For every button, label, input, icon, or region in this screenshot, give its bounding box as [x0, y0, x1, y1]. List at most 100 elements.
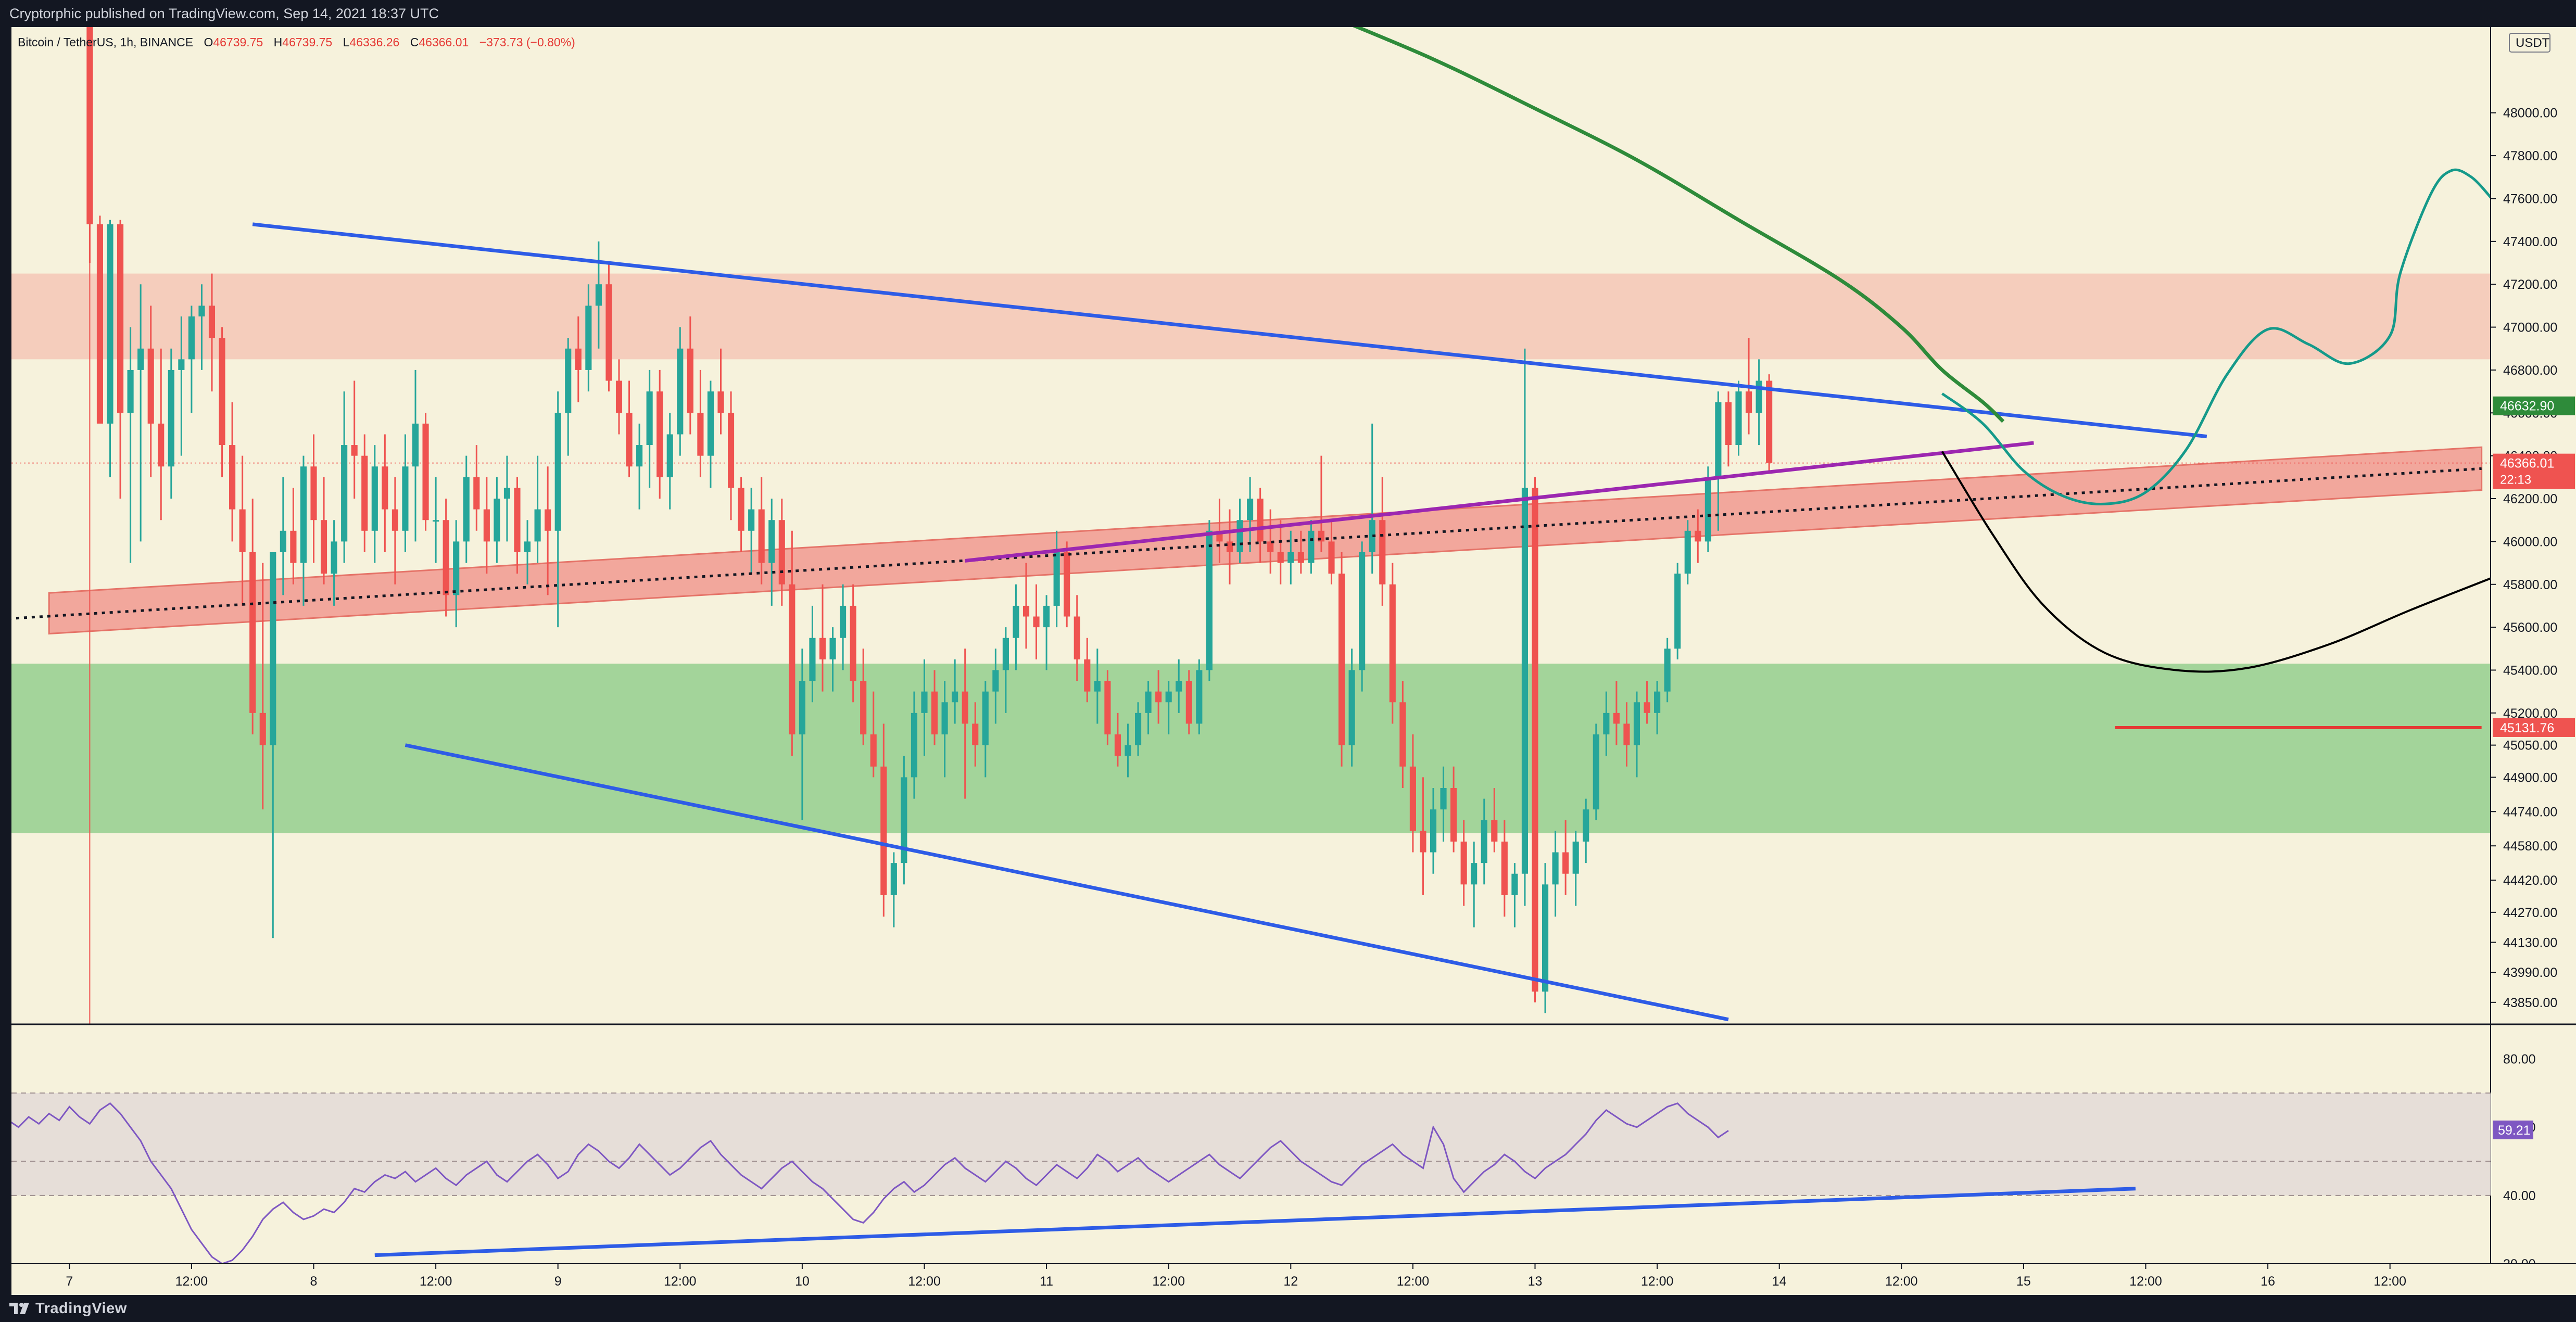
candle [280, 477, 286, 595]
candle [137, 284, 144, 542]
candle-body [1176, 681, 1182, 692]
candle-body [1481, 820, 1487, 863]
candle-body [259, 713, 266, 745]
candle-body [433, 520, 439, 522]
candle-body [453, 541, 460, 595]
candle [1532, 477, 1538, 1002]
candlestick-chart[interactable]: 43850.00 43990.00 44130.00 44270.00 44420.00… [8, 5, 2576, 1295]
time-tick-label: 8 [310, 1274, 318, 1289]
price-tick-label: 47600.00 [2503, 192, 2557, 206]
candle-body [1043, 605, 1050, 628]
candle [1074, 595, 1080, 681]
candle [901, 756, 907, 885]
candle [270, 552, 276, 938]
candle-body [1572, 841, 1579, 874]
candle-body [280, 530, 286, 552]
candle [1430, 787, 1437, 874]
tradingview-logo[interactable]: TradingView [8, 1300, 127, 1317]
price-tick-label: 43990.00 [2503, 965, 2557, 980]
candle [1501, 820, 1508, 917]
candle [554, 391, 561, 628]
candle [1389, 563, 1396, 724]
candle [1206, 520, 1213, 681]
candle-body [320, 520, 327, 574]
candle [727, 391, 735, 520]
candle-body [1633, 702, 1640, 745]
candle [1572, 831, 1579, 906]
candle [1247, 477, 1254, 552]
candle-body [178, 359, 185, 370]
candle-body [768, 520, 775, 563]
candle [992, 649, 999, 724]
candle [1165, 681, 1172, 735]
candle [605, 263, 612, 392]
candle [1022, 563, 1030, 649]
price-label-badge [2493, 396, 2575, 415]
candle-body [1715, 402, 1722, 477]
candle-body [545, 509, 551, 531]
candle [249, 499, 256, 735]
candle-body [1674, 574, 1681, 649]
candle [443, 499, 449, 617]
candle-body [707, 391, 714, 456]
candle-body [1022, 605, 1030, 617]
candle-body [1644, 702, 1650, 713]
candle [585, 284, 592, 392]
candle [1440, 766, 1447, 842]
candle-body [1206, 530, 1213, 670]
candle-body [1297, 552, 1304, 563]
candle [310, 434, 317, 563]
candle-body [1196, 670, 1203, 724]
candle [1420, 777, 1426, 895]
channel-band [48, 446, 2483, 635]
candle-body [412, 423, 419, 467]
low-label: L [343, 35, 350, 49]
candle-body [483, 509, 490, 542]
time-axis-layer: 7 12:00 8 12:00 9 12:00 10 12:00 11 12:00 12 12:00 1… [11, 1263, 2576, 1295]
candle [1033, 584, 1040, 659]
candle [168, 348, 174, 499]
candle-body [147, 348, 154, 424]
purple-trendline [965, 441, 2034, 563]
candle [1185, 670, 1192, 735]
candle-body [117, 224, 124, 413]
candle-body [1532, 488, 1538, 992]
candle [503, 455, 511, 542]
candle [870, 691, 877, 778]
candle [320, 477, 327, 584]
resistance-zone [11, 273, 2491, 360]
price-tick-label: 46200.00 [2503, 492, 2557, 506]
candle [890, 852, 897, 927]
candle [575, 316, 582, 402]
candle [86, 5, 93, 263]
price-axis-background [2491, 27, 2576, 1295]
candle [545, 466, 551, 595]
currency-badge [2509, 33, 2550, 53]
ohlc-legend: Bitcoin / TetherUS, 1h, BINANCE O46739.7… [18, 35, 575, 49]
candle-body [494, 499, 500, 542]
candle [1644, 681, 1650, 724]
candle [1735, 380, 1742, 456]
drawing-lines-layer [8, 15, 2493, 1022]
price-tick-label: 44900.00 [2503, 770, 2557, 785]
time-axis-background [11, 1264, 2576, 1295]
alternate-projection-path [1941, 451, 2492, 673]
candle-body [514, 488, 521, 552]
candle-body [1664, 649, 1671, 692]
price-label-text: 46366.01 [2500, 456, 2554, 471]
candle-body [473, 477, 480, 510]
rsi-tick-label: 40.00 [2503, 1189, 2536, 1203]
candle-body [860, 681, 867, 735]
candle-body [1114, 734, 1121, 756]
candle-body [443, 520, 449, 595]
candle-body [208, 306, 216, 338]
time-tick-label: 11 [1040, 1274, 1053, 1289]
candle-body [646, 391, 653, 446]
candle-body [86, 16, 93, 224]
candle [188, 306, 195, 413]
time-tick-label: 15 [2016, 1274, 2031, 1289]
candle [1491, 787, 1498, 853]
candle [127, 327, 134, 563]
rsi-line [8, 1102, 1729, 1265]
chart-frame[interactable]: 43850.00 43990.00 44130.00 44270.00 44420.00… [8, 5, 2576, 1295]
